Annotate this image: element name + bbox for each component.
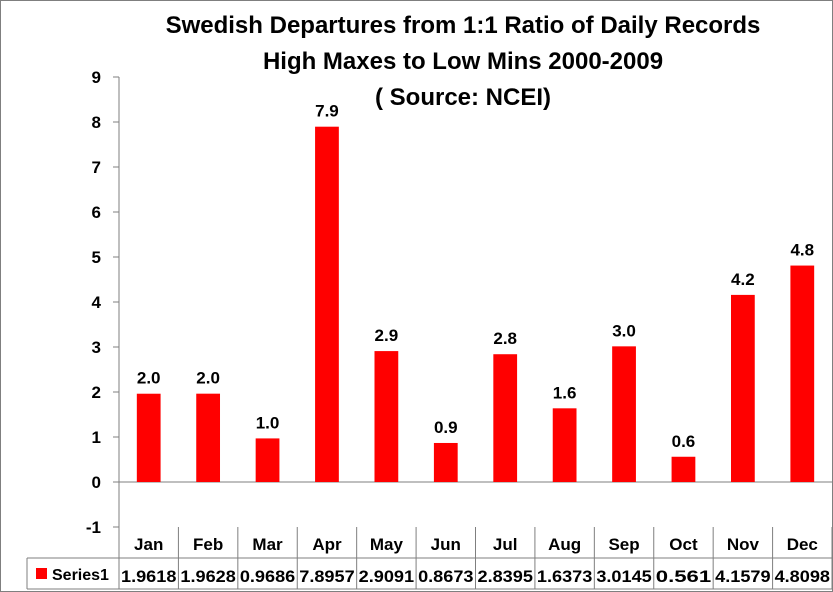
bar-may [374, 351, 399, 482]
table-value-jun: 0.8673 [418, 567, 473, 586]
chart-title: Swedish Departures from 1:1 Ratio of Dai… [166, 12, 761, 111]
y-tick-label: 0 [92, 473, 101, 492]
data-label-aug: 1.6 [553, 383, 577, 402]
x-category-label: Jul [493, 535, 518, 554]
y-tick-label: 5 [92, 248, 101, 267]
data-label-sep: 3.0 [612, 321, 636, 340]
table-value-oct: 0.561 [656, 567, 711, 586]
x-category-label: Nov [727, 535, 760, 554]
bar-sep [612, 346, 636, 482]
bar-jun [433, 442, 458, 482]
bar-feb [196, 393, 221, 482]
y-tick-label: 7 [92, 158, 101, 177]
y-tick-label: -1 [86, 518, 101, 537]
table-value-aug: 1.6373 [537, 567, 592, 586]
bar-aug [552, 408, 577, 482]
table-value-apr: 7.8957 [299, 567, 354, 586]
table-value-jan: 1.9618 [121, 567, 176, 586]
data-label-nov: 4.2 [731, 270, 755, 289]
y-tick-label: 3 [92, 338, 101, 357]
data-labels: 2.0 2.0 1.0 7.9 2.9 0.9 2.8 1.6 3.0 0.6 4.2 4.8 [137, 102, 814, 451]
data-table: Jan Feb Mar Apr May Jun Jul Aug Sep Oct Nov Dec Seri… [26, 527, 832, 590]
x-category-label: Dec [787, 535, 818, 554]
y-tick-label: 6 [92, 203, 101, 222]
legend-swatch [36, 568, 47, 579]
y-tick-label: 4 [92, 293, 102, 312]
data-label-may: 2.9 [375, 326, 399, 345]
bar-jan [136, 393, 161, 482]
table-value-mar: 0.9686 [240, 567, 295, 586]
bar-mar [255, 438, 280, 482]
bar-jul [493, 354, 518, 482]
y-axis: -1 0 1 2 3 4 5 6 7 8 9 [86, 68, 832, 537]
table-value-sep: 3.0145 [596, 567, 651, 586]
bars [136, 126, 815, 483]
data-label-jan: 2.0 [137, 369, 161, 388]
x-category-label: Apr [312, 535, 342, 554]
x-category-label: Oct [669, 535, 698, 554]
data-label-oct: 0.6 [672, 432, 696, 451]
x-category-label: Aug [548, 535, 581, 554]
data-label-apr: 7.9 [315, 102, 339, 121]
data-label-jul: 2.8 [493, 329, 517, 348]
bar-apr [315, 126, 339, 483]
x-category-label: Feb [193, 535, 223, 554]
bar-nov [730, 294, 755, 482]
y-tick-label: 9 [92, 68, 101, 87]
x-category-label: Jun [431, 535, 461, 554]
chart-title-line: High Maxes to Low Mins 2000-2009 [263, 48, 663, 75]
x-category-label: Mar [252, 535, 283, 554]
bar-oct [671, 456, 696, 482]
data-label-mar: 1.0 [256, 413, 280, 432]
data-label-jun: 0.9 [434, 418, 458, 437]
data-label-dec: 4.8 [790, 241, 814, 260]
table-value-feb: 1.9628 [180, 567, 235, 586]
x-category-label: May [370, 535, 404, 554]
table-value-jul: 2.8395 [478, 567, 533, 586]
table-value-may: 2.9091 [359, 567, 414, 586]
y-tick-label: 2 [92, 383, 101, 402]
table-value-nov: 4.1579 [715, 567, 770, 586]
chart-title-line: Swedish Departures from 1:1 Ratio of Dai… [166, 12, 761, 39]
x-category-label: Sep [608, 535, 639, 554]
data-label-feb: 2.0 [196, 369, 220, 388]
bar-dec [790, 265, 815, 482]
legend-series-name: Series1 [52, 567, 109, 584]
y-tick-label: 8 [92, 113, 101, 132]
table-value-dec: 4.8098 [775, 567, 830, 586]
x-category-label: Jan [134, 535, 163, 554]
chart-title-line: ( Source: NCEI) [375, 84, 551, 111]
y-tick-label: 1 [92, 428, 101, 447]
